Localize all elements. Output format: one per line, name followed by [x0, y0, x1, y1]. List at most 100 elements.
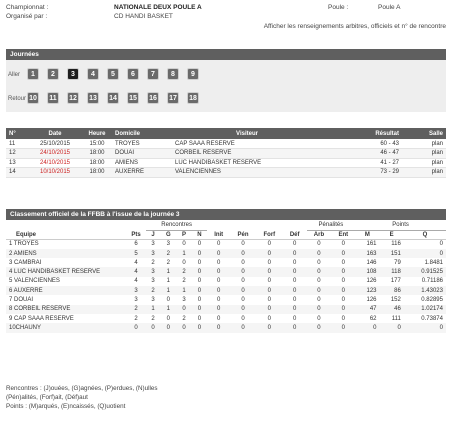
rank-cell: 62 [369, 315, 377, 322]
rank-row: 2 AMIENS 5 3 2 1 0 0 0 0 0 0 0 163 151 0 [6, 248, 446, 259]
rencontres-group: Rencontres [146, 221, 208, 231]
journee-button-1[interactable]: 1 [27, 68, 39, 80]
game-salle[interactable]: plan [402, 139, 446, 149]
rank-cell: 2 [160, 248, 177, 259]
journee-button-17[interactable]: 17 [167, 92, 179, 104]
rank-cell: 0 [146, 323, 161, 333]
rank-cell: 0 [230, 248, 256, 259]
legend-points: Points : (M)arqués, (E)ncaissés, (Q)uoti… [6, 403, 126, 410]
journee-button-6[interactable]: 6 [127, 68, 139, 80]
journee-button-3[interactable]: 3 [67, 68, 79, 80]
rank-col-header: Q [403, 230, 446, 241]
rank-col-header: Arb [306, 230, 332, 241]
rank-cell: 0 [207, 267, 231, 277]
rank-cell: 0 [306, 286, 332, 296]
game-row: 14 10/10/2015 18:00 AUXERRE VALENCIENNES 73 -… [6, 167, 446, 178]
legend: Rencontres : (J)ouées, (G)agnées, (P)erd… [6, 384, 446, 411]
journee-button-5[interactable]: 5 [107, 68, 119, 80]
journee-button-13[interactable]: 13 [87, 92, 99, 104]
journee-button-12[interactable]: 12 [67, 92, 79, 104]
journee-button-14[interactable]: 14 [107, 92, 119, 104]
points-group: Points [355, 221, 446, 231]
rank-cell: 3 [166, 241, 170, 248]
journee-button-8[interactable]: 8 [167, 68, 179, 80]
rank-cell: 0.73874 [421, 315, 443, 322]
rank-cell: 4 [134, 259, 138, 266]
col-salle: Salle [402, 128, 446, 139]
game-salle[interactable]: plan [402, 158, 446, 168]
rank-cell: 0 [267, 278, 272, 285]
journee-button-7[interactable]: 7 [147, 68, 159, 80]
game-salle[interactable]: plan [402, 148, 446, 159]
rank-team: 4 LUC HANDIBASKET RESERVE [6, 267, 126, 277]
rank-col-header: Pts [126, 230, 146, 241]
journee-button-16[interactable]: 16 [147, 92, 159, 104]
game-domicile: TROYES [112, 139, 172, 149]
journee-button-4[interactable]: 4 [87, 68, 99, 80]
rank-cell: 151 [379, 248, 404, 259]
rank-cell: 0 [241, 259, 245, 266]
rank-cell: 5 [126, 248, 146, 259]
journee-button-2[interactable]: 2 [47, 68, 59, 80]
rank-cell: 0 [267, 241, 272, 248]
game-heure: 18:00 [82, 148, 112, 159]
rank-cell: 0 [255, 286, 283, 296]
game-n: 13 [6, 158, 28, 168]
details-link[interactable]: Afficher les renseignements arbitres, of… [263, 23, 446, 30]
journee-button-18[interactable]: 18 [187, 92, 199, 104]
rank-cell: 0.91525 [403, 267, 446, 277]
rank-cell: 0 [292, 297, 297, 304]
rank-cell: 0 [207, 323, 231, 333]
rank-team: 1 TROYES [9, 241, 39, 248]
rank-col-header: Init [207, 230, 231, 241]
rank-cell: 0 [267, 297, 272, 304]
game-date: 24/10/2015 [28, 158, 82, 168]
rank-cell: 6 [134, 241, 138, 248]
rank-col-header: J [146, 230, 161, 241]
rank-cell: 0 [282, 248, 307, 259]
rank-cell: 0 [341, 278, 345, 285]
game-visiteur: LUC HANDIBASKET RESERVE [172, 158, 322, 168]
game-resultat: 73 - 29 [322, 167, 402, 178]
journee-button-9[interactable]: 9 [187, 68, 199, 80]
rank-cell: 146 [366, 259, 377, 266]
rank-cell: 3 [151, 241, 155, 248]
rank-col-header: Déf [282, 230, 307, 241]
rank-cell: 161 [366, 241, 377, 248]
rank-cell: 0 [182, 241, 186, 248]
rank-cell: 0 [292, 315, 297, 322]
game-visiteur: VALENCIENNES [172, 167, 322, 178]
rank-cell: 0 [341, 241, 345, 248]
game-domicile: AMIENS [112, 158, 172, 168]
game-salle[interactable]: plan [402, 167, 446, 178]
rank-cell: 1.02174 [403, 304, 446, 314]
rank-col-header: M [355, 230, 380, 241]
journee-button-10[interactable]: 10 [27, 92, 39, 104]
rank-cell: 1 [176, 286, 192, 296]
rank-cell: 0 [403, 323, 446, 333]
game-resultat: 41 - 27 [322, 158, 402, 168]
rank-cell: 0.82895 [421, 297, 443, 304]
rank-cell: 47 [355, 304, 380, 314]
rank-cell: 0 [255, 267, 283, 277]
classement-table: Rencontres Pénalités Points Equipe Pts J G P… [6, 221, 446, 333]
rank-team: 2 AMIENS [6, 248, 126, 259]
game-n: 12 [6, 148, 28, 159]
rank-cell: 111 [391, 315, 401, 322]
rank-cell: 3 [151, 297, 155, 304]
rank-cell: 0 [197, 297, 202, 304]
game-heure: 18:00 [82, 167, 112, 178]
poule-label: Poule : [328, 4, 349, 11]
rank-cell: 0 [207, 304, 231, 314]
rank-cell: 0 [176, 323, 192, 333]
rank-cell: 0 [191, 286, 208, 296]
rank-row: 10CHAUNY 0 0 0 0 0 0 0 0 0 0 0 0 0 0 [6, 323, 446, 333]
rank-cell: 0 [197, 259, 202, 266]
penalites-group: Pénalités [306, 221, 356, 231]
journee-button-11[interactable]: 11 [47, 92, 59, 104]
rank-team: 3 CAMBRAI [9, 259, 42, 266]
journee-button-15[interactable]: 15 [127, 92, 139, 104]
rank-cell: 0 [379, 323, 404, 333]
organise-value: CD HANDI BASKET [114, 13, 173, 20]
rank-cell: 0 [331, 304, 356, 314]
